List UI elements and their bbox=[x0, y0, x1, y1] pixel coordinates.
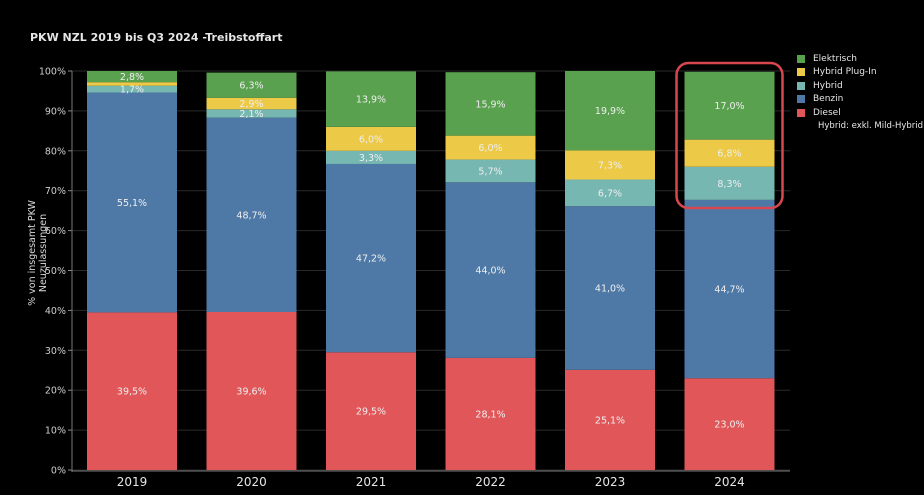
x-tick-label: 2022 bbox=[475, 475, 506, 489]
bar-2019-diesel bbox=[87, 312, 177, 470]
x-tick-label: 2021 bbox=[356, 475, 387, 489]
bar-2020-hybrid-plug-in bbox=[206, 97, 297, 110]
x-tick-label: 2019 bbox=[117, 475, 148, 489]
data-label: 28,1% bbox=[475, 409, 505, 420]
hybrid-note: Hybrid: exkl. Mild-Hybrid bbox=[818, 121, 924, 131]
bar-2019-elektrisch bbox=[87, 71, 177, 83]
bar-2020-hybrid bbox=[206, 109, 297, 118]
legend-item-hybrid-plug-in: Hybrid Plug-In bbox=[797, 66, 877, 80]
legend-label: Benzin bbox=[813, 94, 844, 105]
bar-2022-hybrid bbox=[445, 159, 536, 183]
legend-item-elektrisch: Elektrisch bbox=[797, 52, 877, 66]
y-tick-label: 0% bbox=[51, 466, 66, 477]
bar-2022-elektrisch bbox=[445, 72, 536, 136]
legend-label: Hybrid bbox=[813, 80, 843, 91]
data-label: 55,1% bbox=[117, 198, 147, 209]
y-tick-label: 40% bbox=[45, 306, 66, 317]
bar-2020-benzin bbox=[206, 117, 297, 312]
x-tick-label: 2023 bbox=[595, 475, 626, 489]
data-label: 6,3% bbox=[239, 81, 263, 92]
chart-title: PKW NZL 2019 bis Q3 2024 -Treibstoffart bbox=[30, 31, 283, 44]
bar-2024-elektrisch bbox=[684, 71, 775, 140]
x-tick-label: 2020 bbox=[236, 475, 267, 489]
bar-2022-benzin bbox=[445, 182, 536, 358]
bar-2019-hybrid-plug-in bbox=[87, 82, 177, 86]
y-tick-label: 70% bbox=[45, 186, 66, 197]
y-tick-label: 20% bbox=[45, 386, 66, 397]
data-label: 6,0% bbox=[359, 134, 383, 145]
data-label: 15,9% bbox=[475, 99, 505, 110]
bar-2021-diesel bbox=[326, 352, 416, 470]
data-label: 41,0% bbox=[595, 284, 625, 295]
bar-2023-hybrid bbox=[565, 179, 655, 207]
data-label: 47,2% bbox=[356, 254, 386, 265]
bar-2024-diesel bbox=[684, 378, 775, 470]
y-tick-label: 60% bbox=[45, 226, 66, 237]
data-label: 39,6% bbox=[236, 386, 266, 397]
legend-item-benzin: Benzin bbox=[797, 93, 877, 107]
data-label: 44,7% bbox=[714, 285, 744, 296]
bar-2021-elektrisch bbox=[326, 71, 416, 127]
legend-swatch bbox=[797, 108, 805, 117]
legend-swatch bbox=[797, 68, 805, 77]
data-label: 19,9% bbox=[595, 106, 625, 117]
legend-label: Diesel bbox=[813, 107, 841, 118]
data-label: 5,7% bbox=[478, 166, 502, 177]
data-label: 6,0% bbox=[478, 143, 502, 154]
bar-2021-benzin bbox=[326, 163, 416, 353]
bar-2023-elektrisch bbox=[565, 71, 655, 151]
data-label: 6,7% bbox=[598, 188, 622, 199]
legend-label: Hybrid Plug-In bbox=[813, 67, 877, 78]
bar-2023-hybrid-plug-in bbox=[565, 150, 655, 180]
data-label: 23,0% bbox=[714, 420, 744, 431]
highlight-box bbox=[675, 61, 784, 210]
y-tick-label: 30% bbox=[45, 346, 66, 357]
data-label: 3,3% bbox=[359, 153, 383, 164]
bar-2024-benzin bbox=[684, 199, 775, 379]
data-label: 13,9% bbox=[356, 95, 386, 106]
data-label: 39,5% bbox=[117, 387, 147, 398]
legend-swatch bbox=[797, 54, 805, 63]
legend-item-diesel: Diesel bbox=[797, 106, 877, 120]
legend-label: Elektrisch bbox=[813, 53, 858, 64]
bar-2020-elektrisch bbox=[206, 72, 297, 98]
y-tick-label: 80% bbox=[45, 146, 66, 157]
bar-2019-benzin bbox=[87, 92, 177, 313]
data-label: 6,8% bbox=[717, 149, 741, 160]
bar-2023-benzin bbox=[565, 206, 655, 370]
bar-2021-hybrid bbox=[326, 150, 416, 164]
legend-swatch bbox=[797, 95, 805, 104]
data-label: 25,1% bbox=[595, 415, 625, 426]
bar-2019-hybrid bbox=[87, 85, 177, 93]
data-label: 7,3% bbox=[598, 160, 622, 171]
data-label: 8,3% bbox=[717, 179, 741, 190]
bar-2021-hybrid-plug-in bbox=[326, 126, 416, 151]
y-tick-label: 10% bbox=[45, 426, 66, 437]
x-tick-label: 2024 bbox=[714, 475, 745, 489]
bar-2024-hybrid-plug-in bbox=[684, 139, 775, 167]
data-label: 2,8% bbox=[120, 72, 144, 83]
y-tick-label: 50% bbox=[45, 266, 66, 277]
legend-item-hybrid: Hybrid bbox=[797, 79, 877, 93]
data-label: 2,9% bbox=[239, 99, 263, 110]
legend-swatch bbox=[797, 81, 805, 90]
data-label: 48,7% bbox=[236, 210, 266, 221]
data-label: 29,5% bbox=[356, 407, 386, 418]
data-label: 1,7% bbox=[120, 85, 144, 96]
data-label: 17,0% bbox=[714, 101, 744, 112]
bar-2024-hybrid bbox=[684, 166, 775, 200]
bar-2022-diesel bbox=[445, 357, 536, 470]
data-label: 44,0% bbox=[475, 266, 505, 277]
y-tick-label: 100% bbox=[39, 67, 66, 78]
bar-2020-diesel bbox=[206, 311, 297, 470]
data-label: 2,1% bbox=[239, 109, 263, 120]
bar-2023-diesel bbox=[565, 369, 655, 470]
y-tick-label: 90% bbox=[45, 106, 66, 117]
bar-2022-hybrid-plug-in bbox=[445, 135, 536, 160]
legend: Elektrisch Hybrid Plug-In Hybrid Benzin Dies… bbox=[797, 52, 877, 120]
